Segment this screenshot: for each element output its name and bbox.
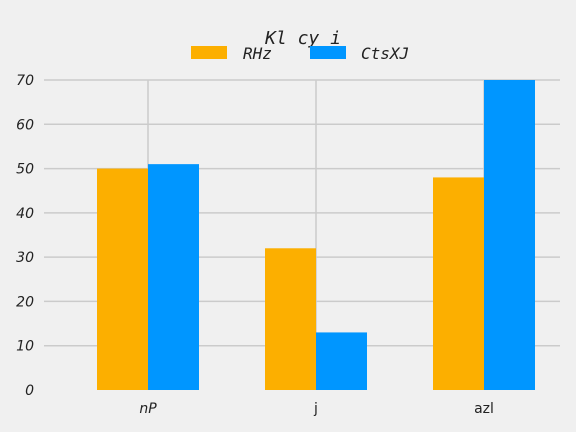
bar-ctsxj-j: [316, 332, 367, 390]
legend: RHz CtsXJ: [191, 44, 409, 63]
x-tick-labels: nP j azl: [139, 401, 494, 417]
y-tick-label: 30: [16, 250, 34, 266]
y-tick-label: 60: [16, 117, 34, 133]
chart-title: Kl cy i: [264, 28, 341, 49]
y-tick-label: 0: [25, 383, 34, 399]
y-tick-labels: 0 10 20 30 40 50 60 70: [16, 73, 34, 399]
y-tick-label: 50: [16, 162, 34, 178]
bar-ctsxj-azl: [484, 80, 535, 390]
bar-rhz-azl: [433, 177, 484, 390]
bar-ctsxj-np: [148, 164, 199, 390]
y-tick-label: 70: [16, 73, 34, 89]
bars: [97, 80, 535, 390]
x-tick-label: azl: [474, 401, 494, 417]
x-tick-label: nP: [139, 401, 157, 417]
y-tick-label: 40: [16, 206, 34, 222]
bar-rhz-j: [265, 248, 316, 390]
legend-label-rhz: RHz: [243, 44, 272, 63]
legend-label-ctsxj: CtsXJ: [361, 44, 409, 63]
y-tick-label: 20: [16, 294, 34, 310]
x-tick-label: j: [313, 401, 318, 417]
y-tick-label: 10: [16, 339, 34, 355]
bar-rhz-np: [97, 168, 148, 390]
legend-swatch-rhz: [191, 46, 227, 59]
legend-swatch-ctsxj: [310, 46, 346, 59]
